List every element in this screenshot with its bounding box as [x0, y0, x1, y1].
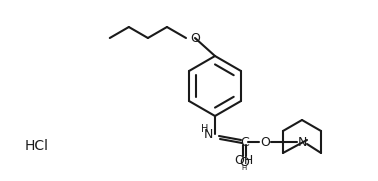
Text: HCl: HCl: [25, 139, 49, 153]
Text: O: O: [190, 31, 200, 45]
Text: N: N: [204, 127, 213, 140]
Text: OH: OH: [234, 153, 254, 167]
Text: O: O: [260, 136, 270, 148]
Text: C: C: [241, 136, 249, 148]
Text: N: N: [297, 136, 307, 148]
Text: H: H: [201, 124, 209, 134]
Text: O: O: [239, 155, 249, 169]
Text: H: H: [242, 165, 246, 171]
